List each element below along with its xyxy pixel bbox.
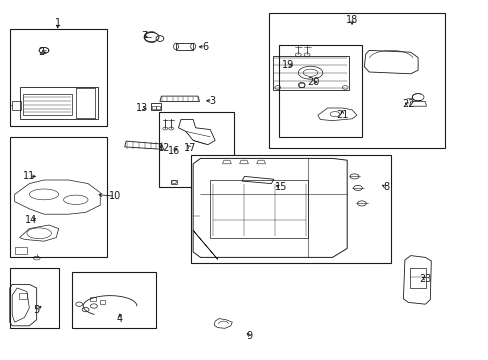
- Bar: [190, 155, 390, 263]
- Bar: [10, 137, 106, 257]
- Text: 7: 7: [141, 31, 147, 41]
- Bar: [19, 293, 27, 299]
- Text: 11: 11: [23, 171, 36, 181]
- Text: 18: 18: [345, 15, 358, 25]
- Text: 19: 19: [282, 60, 294, 70]
- Bar: [171, 180, 177, 184]
- Text: 10: 10: [108, 191, 121, 201]
- Text: 20: 20: [306, 77, 319, 87]
- Text: 8: 8: [383, 182, 388, 192]
- Bar: [272, 56, 348, 90]
- Bar: [15, 247, 27, 254]
- Text: 22: 22: [401, 99, 414, 109]
- Bar: [159, 112, 233, 187]
- Bar: [409, 268, 425, 288]
- Bar: [278, 45, 361, 137]
- Text: 2: 2: [39, 47, 44, 57]
- Bar: [100, 300, 105, 304]
- Text: 4: 4: [117, 314, 122, 324]
- Text: 12: 12: [157, 143, 170, 153]
- Text: 13: 13: [135, 103, 148, 113]
- Bar: [72, 272, 155, 328]
- Text: 6: 6: [202, 42, 208, 52]
- Bar: [12, 101, 21, 110]
- Bar: [268, 13, 444, 148]
- Text: 17: 17: [183, 143, 196, 153]
- Text: 23: 23: [418, 274, 431, 284]
- Bar: [23, 94, 72, 115]
- Bar: [90, 297, 96, 301]
- Text: 21: 21: [335, 110, 348, 120]
- Bar: [152, 106, 156, 109]
- Text: 5: 5: [34, 305, 40, 315]
- Text: 9: 9: [246, 330, 252, 341]
- Text: 16: 16: [167, 146, 180, 156]
- Text: 3: 3: [209, 96, 215, 106]
- Text: 1: 1: [55, 18, 61, 28]
- Bar: [150, 103, 161, 110]
- Bar: [10, 29, 106, 126]
- Text: 15: 15: [274, 182, 287, 192]
- Bar: [156, 106, 160, 109]
- Text: 14: 14: [24, 215, 37, 225]
- Bar: [10, 268, 59, 328]
- Bar: [210, 180, 307, 238]
